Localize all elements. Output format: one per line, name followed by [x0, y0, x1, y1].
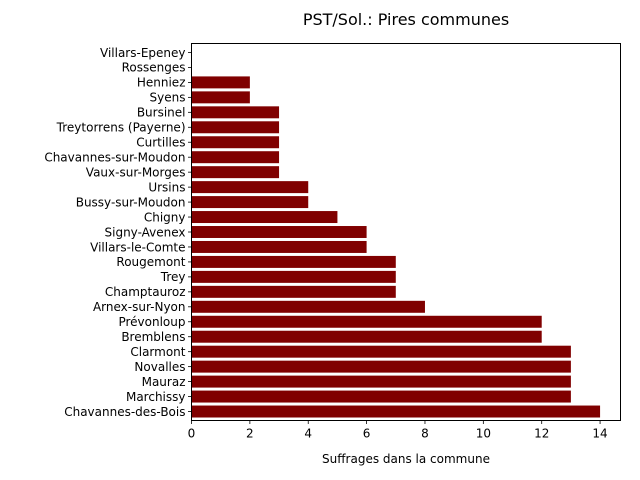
bar: [191, 196, 309, 209]
bar: [191, 181, 309, 194]
y-tick-label: Bremblens: [121, 330, 185, 344]
y-tick-label: Chavannes-des-Bois: [64, 405, 185, 419]
y-tick-label: Chavannes-sur-Moudon: [44, 150, 185, 164]
bar: [191, 91, 250, 104]
y-tick-label: Bussy-sur-Moudon: [76, 195, 186, 209]
x-tick-label: 12: [534, 427, 549, 441]
y-tick-label: Signy-Avenex: [105, 225, 186, 239]
bar: [191, 255, 396, 268]
y-tick-label: Novalles: [134, 360, 185, 374]
bar: [191, 106, 280, 119]
bar: [191, 211, 338, 224]
bar: [191, 121, 280, 134]
y-tick-label: Clarmont: [130, 345, 185, 359]
y-tick-label: Vaux-sur-Morges: [86, 165, 186, 179]
y-tick-label: Bursinel: [137, 106, 186, 120]
bar: [191, 405, 601, 418]
bar: [191, 375, 571, 388]
bar: [191, 345, 571, 358]
bar: [191, 285, 396, 298]
y-tick-label: Marchissy: [126, 390, 186, 404]
x-axis-label: Suffrages dans la commune: [322, 452, 490, 466]
x-tick-label: 8: [421, 427, 429, 441]
y-tick-label: Henniez: [137, 76, 186, 90]
bar: [191, 151, 280, 164]
bar: [191, 226, 367, 238]
x-tick-label: 4: [304, 427, 312, 441]
bar: [191, 330, 542, 343]
y-tick-label: Villars-Epeney: [100, 46, 186, 60]
y-tick-label: Ursins: [148, 180, 185, 194]
x-tick-label: 6: [363, 427, 371, 441]
y-tick-label: Rossenges: [122, 61, 186, 75]
x-tick-label: 14: [592, 427, 607, 441]
y-tick-label: Prévonloup: [118, 315, 185, 329]
y-tick-label: Curtilles: [136, 136, 185, 150]
x-tick-label: 2: [246, 427, 254, 441]
y-tick-label: Trey: [160, 270, 186, 284]
bars-group: [191, 76, 601, 418]
y-tick-label: Rougemont: [116, 255, 185, 269]
x-tick-label: 10: [476, 427, 491, 441]
y-tick-label: Syens: [150, 91, 186, 105]
x-tick-label: 0: [188, 427, 196, 441]
bar: [191, 166, 280, 179]
y-tick-label: Champtauroz: [105, 285, 186, 299]
bar: [191, 76, 250, 89]
bar: [191, 390, 571, 403]
bar: [191, 360, 571, 373]
y-tick-label: Mauraz: [142, 375, 186, 389]
y-tick-label: Arnex-sur-Nyon: [93, 300, 186, 314]
y-axis-ticks: Chavannes-des-BoisMarchissyMaurazNovalle…: [44, 46, 192, 419]
plot-frame: [191, 43, 621, 421]
y-tick-label: Villars-le-Comte: [90, 240, 185, 254]
bar: [191, 315, 542, 328]
y-tick-label: Treytorrens (Payerne): [56, 121, 186, 135]
chart-title: PST/Sol.: Pires communes: [303, 10, 509, 29]
y-tick-label: Chigny: [144, 210, 186, 224]
x-axis-ticks: 0 2 4 6 8 10 12 14: [188, 420, 608, 441]
bar: [191, 240, 367, 253]
bar: [191, 136, 280, 149]
bar: [191, 270, 396, 283]
bar: [191, 300, 425, 313]
